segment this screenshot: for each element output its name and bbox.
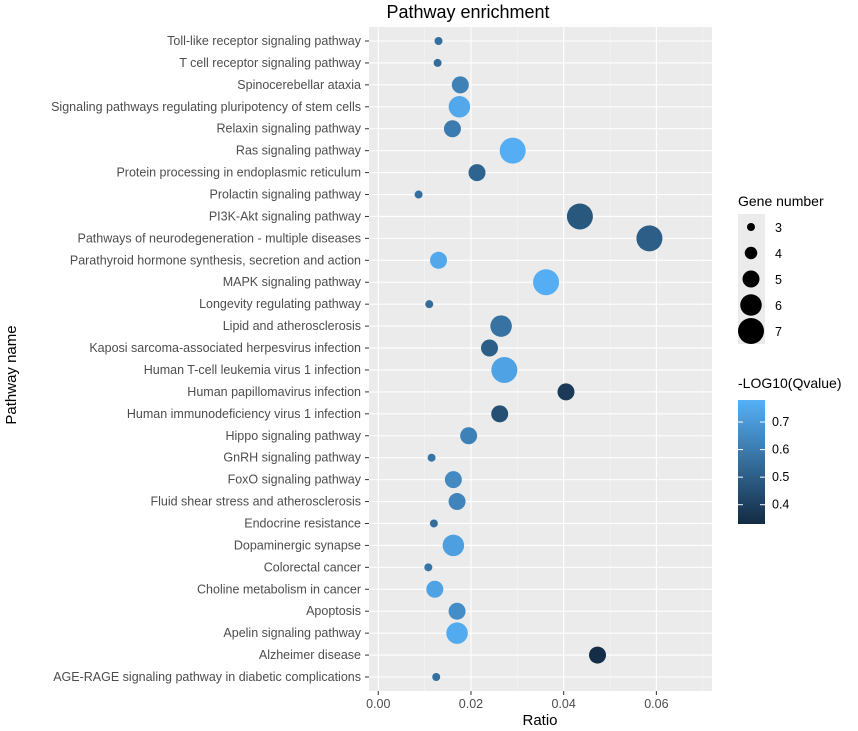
qvalue-legend: -LOG10(Qvalue) 0.4 0.5 0.6 0.7 (738, 375, 841, 524)
gene-number-legend-key (740, 294, 762, 316)
y-tick-label: Hippo signaling pathway (225, 429, 361, 443)
gene-number-legend-label: 6 (775, 299, 782, 313)
y-tick-label: Parathyroid hormone synthesis, secretion… (70, 253, 361, 267)
y-axis-title: Pathway name (3, 325, 20, 424)
x-tick-label: 0.02 (459, 697, 483, 711)
y-tick-label: Human immunodeficiency virus 1 infection (127, 407, 361, 421)
y-tick-label: Human T-cell leukemia virus 1 infection (144, 363, 361, 377)
y-tick-label: Toll-like receptor signaling pathway (167, 34, 362, 48)
data-point (468, 164, 486, 182)
y-tick-label: Lipid and atherosclerosis (223, 319, 361, 333)
gene-number-legend-label: 7 (775, 325, 782, 339)
gene-number-legend-key (742, 270, 760, 288)
major-gridlines (369, 27, 712, 691)
data-point (557, 383, 575, 401)
x-tick-label: 0.04 (552, 697, 576, 711)
data-point (442, 534, 465, 557)
data-point (430, 251, 448, 269)
y-tick-label: Fluid shear stress and atherosclerosis (150, 495, 361, 509)
data-point (429, 519, 438, 528)
data-point (460, 427, 478, 445)
y-tick-label: Endocrine resistance (244, 516, 361, 530)
y-tick-label: Longevity regulating pathway (199, 297, 362, 311)
gene-number-legend-label: 4 (775, 247, 782, 261)
data-point (448, 493, 466, 511)
gene-number-legend: Gene number 3 4 5 6 7 (738, 193, 824, 344)
y-tick-label: Prolactin signaling pathway (210, 188, 362, 202)
qvalue-legend-title: -LOG10(Qvalue) (738, 375, 841, 391)
minor-gridlines (424, 27, 704, 691)
data-point (444, 471, 462, 489)
x-tick-label: 0.06 (644, 697, 668, 711)
gene-number-legend-key (747, 223, 755, 231)
y-tick-label: Signaling pathways regulating pluripoten… (51, 100, 361, 114)
data-point (481, 339, 499, 357)
y-tick-label: Apoptosis (306, 604, 361, 618)
y-tick-label: Apelin signaling pathway (223, 626, 361, 640)
y-tick-label: Choline metabolism in cancer (197, 582, 361, 596)
x-axis: 0.00 0.02 0.04 0.06 (366, 691, 669, 711)
data-point (566, 203, 593, 230)
qvalue-legend-label: 0.6 (772, 443, 789, 457)
y-tick-label: FoxO signaling pathway (228, 473, 362, 487)
qvalue-legend-label: 0.5 (772, 470, 789, 484)
gene-number-legend-label: 3 (775, 221, 782, 235)
data-point (443, 120, 461, 138)
y-tick-label: Colorectal cancer (264, 560, 361, 574)
y-tick-label: AGE-RAGE signaling pathway in diabetic c… (53, 670, 361, 684)
gene-number-legend-key (738, 318, 764, 344)
plot-panel (369, 27, 712, 691)
data-point (433, 58, 442, 67)
qvalue-colorbar (738, 400, 765, 524)
y-tick-label: GnRH signaling pathway (223, 451, 361, 465)
y-tick-label: PI3K-Akt signaling pathway (209, 209, 362, 223)
y-tick-label: MAPK signaling pathway (223, 275, 362, 289)
data-point (425, 300, 434, 309)
data-point (434, 37, 443, 45)
data-point (451, 76, 469, 94)
data-point (499, 137, 526, 164)
data-point (426, 580, 444, 598)
qvalue-legend-label: 0.4 (772, 498, 789, 512)
chart-title: Pathway enrichment (386, 2, 549, 22)
data-point (427, 453, 436, 462)
data-point (424, 563, 433, 572)
y-tick-label: Kaposi sarcoma-associated herpesvirus in… (89, 341, 361, 355)
y-tick-label: Alzheimer disease (259, 648, 361, 662)
data-point (432, 673, 441, 681)
y-tick-label: Dopaminergic synapse (234, 538, 361, 552)
data-point (636, 225, 663, 252)
x-axis-title: Ratio (522, 712, 557, 729)
gene-number-legend-label: 5 (775, 273, 782, 287)
y-tick-label: T cell receptor signaling pathway (179, 56, 362, 70)
gene-number-legend-title: Gene number (738, 193, 824, 209)
qvalue-legend-label: 0.7 (772, 415, 789, 429)
data-point (491, 356, 518, 383)
y-tick-label: Spinocerebellar ataxia (237, 78, 361, 92)
data-point (533, 269, 560, 296)
data-point (589, 646, 607, 664)
y-tick-label: Human papillomavirus infection (187, 385, 361, 399)
x-tick-label: 0.00 (366, 697, 390, 711)
y-tick-label: Relaxin signaling pathway (216, 122, 361, 136)
data-point (414, 190, 423, 199)
data-point (491, 405, 509, 423)
data-points (414, 37, 663, 681)
data-point (448, 602, 466, 620)
gene-number-legend-key (744, 246, 758, 260)
y-tick-label: Ras signaling pathway (236, 144, 362, 158)
y-tick-label: Pathways of neurodegeneration - multiple… (77, 231, 361, 245)
data-point (448, 96, 471, 118)
y-axis-tick-labels: Toll-like receptor signaling pathway T ce… (51, 34, 369, 684)
data-point (490, 315, 512, 337)
data-point (446, 622, 468, 644)
y-tick-label: Protein processing in endoplasmic reticu… (116, 166, 361, 180)
